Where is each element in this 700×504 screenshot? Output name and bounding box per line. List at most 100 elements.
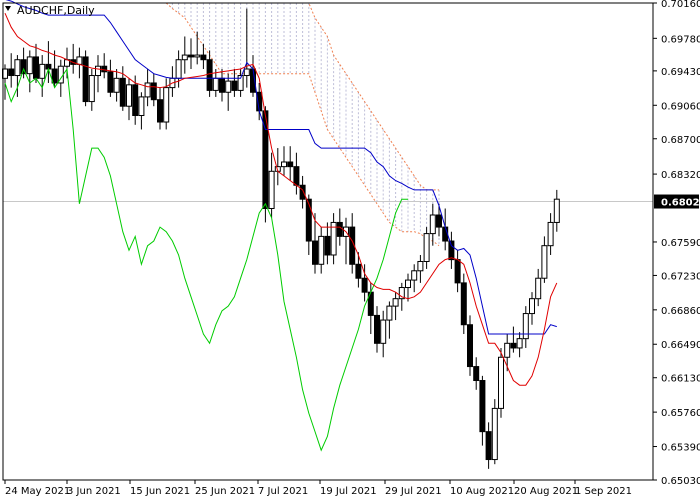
candle-body	[324, 235, 331, 256]
candle-body	[126, 84, 132, 107]
candle-body	[39, 63, 46, 79]
candle-body	[299, 184, 306, 200]
symbol-label: AUDCHF,Daily	[17, 4, 95, 17]
candle-body	[119, 77, 126, 107]
candle	[380, 310, 387, 358]
candle	[157, 87, 163, 130]
candle-body	[516, 338, 523, 349]
candle-body	[95, 65, 101, 77]
x-tick-label: 3 Jun 2021	[67, 486, 121, 497]
candles	[2, 8, 560, 469]
candle	[20, 47, 27, 79]
candle	[324, 222, 331, 265]
current-price-label: 0.68025	[661, 198, 700, 209]
candle	[101, 53, 108, 79]
candle	[429, 203, 436, 246]
candle	[82, 50, 89, 107]
candle	[194, 31, 201, 65]
candle-body	[312, 240, 318, 265]
y-tick-label: 0.65030	[661, 476, 700, 487]
candle-body	[398, 287, 405, 300]
candle	[8, 53, 15, 88]
candle-body	[510, 342, 517, 349]
dropdown-triangle-icon[interactable]	[5, 6, 11, 11]
x-tick-label: 15 Jun 2021	[130, 486, 190, 497]
candle-body	[504, 342, 511, 358]
candle	[113, 69, 120, 102]
candle	[126, 78, 132, 121]
candle	[405, 273, 411, 302]
symbol-header: AUDCHF,Daily	[5, 4, 95, 17]
candle-body	[436, 214, 442, 228]
candle	[479, 375, 486, 446]
candle-body	[157, 99, 163, 123]
y-tick-label: 0.66860	[661, 306, 700, 317]
candle-body	[535, 277, 542, 300]
candle	[150, 73, 157, 107]
candle	[95, 55, 101, 93]
candle	[355, 252, 362, 288]
candle-body	[473, 366, 480, 382]
candle-body	[51, 68, 58, 84]
candle-body	[541, 245, 548, 279]
candle-body	[26, 56, 33, 75]
candle	[547, 213, 554, 255]
candle	[14, 55, 21, 97]
candle	[504, 334, 511, 372]
candle-body	[88, 75, 95, 103]
y-tick-label: 0.69060	[661, 101, 700, 112]
x-tick-label: 25 Jun 2021	[195, 486, 255, 497]
candle-body	[33, 56, 39, 79]
candle-body	[181, 54, 188, 61]
candle	[26, 50, 33, 93]
candle	[200, 43, 207, 70]
candle-body	[547, 221, 554, 247]
candle	[522, 306, 529, 348]
candle-body	[491, 407, 498, 461]
candle	[88, 69, 95, 111]
x-tick-label: 20 Aug 2021	[514, 486, 578, 497]
x-tick-label: 7 Jul 2021	[258, 486, 308, 497]
candle	[188, 38, 194, 70]
candle-body	[386, 305, 393, 321]
candle-body	[498, 356, 504, 409]
candle	[231, 69, 238, 97]
indicator-lines	[4, 0, 558, 452]
candle-body	[442, 226, 449, 242]
candle	[330, 213, 337, 265]
candle	[386, 301, 393, 339]
y-tick-label: 0.70160	[661, 0, 700, 10]
y-tick-label: 0.69430	[661, 67, 700, 78]
y-tick-label: 0.68320	[661, 170, 700, 181]
candle-body	[529, 298, 535, 315]
candle-body	[374, 314, 380, 344]
candle-body	[262, 110, 269, 209]
candle	[51, 50, 58, 88]
candle-body	[107, 71, 114, 93]
candle-body	[522, 313, 529, 340]
tenkan-sen-line	[4, 12, 558, 386]
candle-body	[225, 80, 232, 93]
candle-body	[479, 380, 486, 433]
kijun-sen-line	[5, 0, 557, 335]
candle	[374, 306, 380, 353]
candle	[535, 268, 542, 307]
y-tick-label: 0.65760	[661, 408, 700, 419]
candle-body	[281, 161, 287, 168]
candle	[553, 189, 560, 232]
candle	[460, 273, 467, 335]
y-tick-label: 0.69780	[661, 34, 700, 45]
y-tick-label: 0.66490	[661, 340, 700, 351]
candle-body	[460, 282, 467, 326]
candle-body	[194, 54, 201, 58]
candle-body	[163, 87, 170, 123]
candle-body	[82, 56, 89, 103]
candle-body	[336, 221, 343, 237]
candle-body	[113, 77, 120, 93]
candle-body	[287, 161, 294, 168]
candle-body	[243, 68, 250, 77]
candle	[281, 146, 287, 176]
candle	[485, 422, 492, 469]
